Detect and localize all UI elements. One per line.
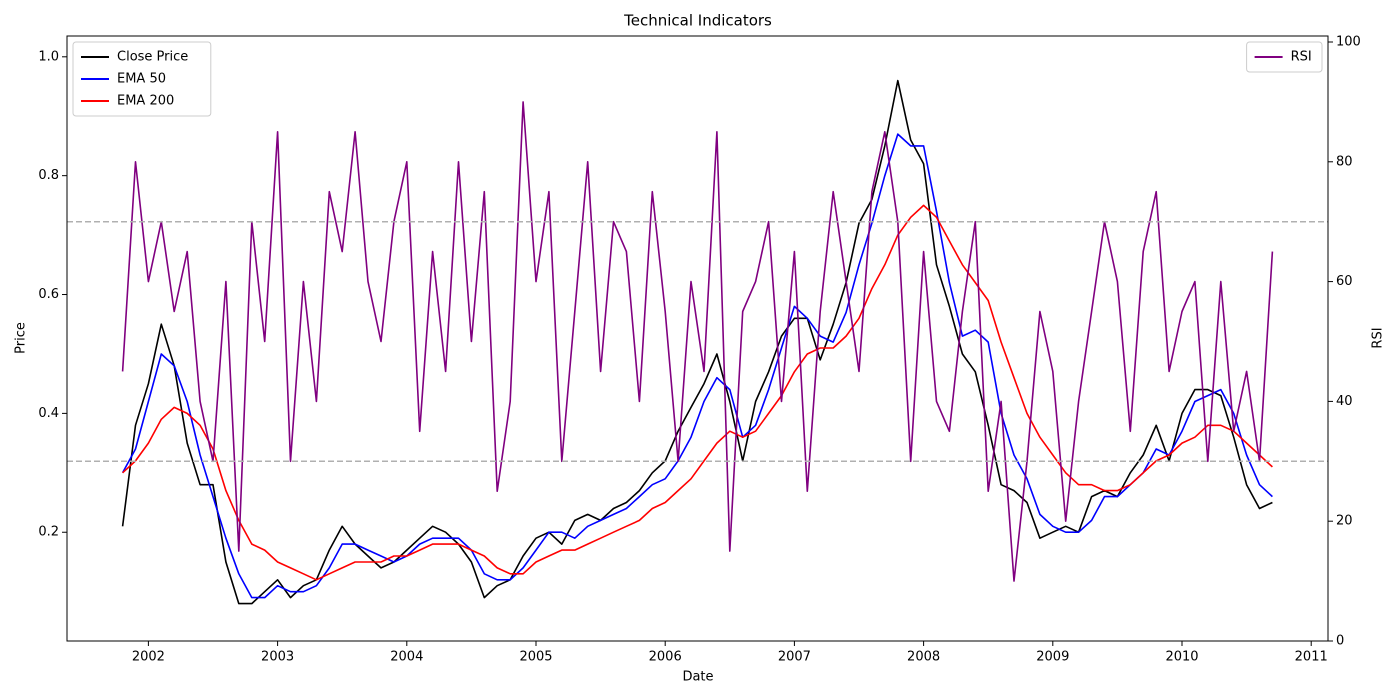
- y-axis-label: Price: [14, 322, 29, 354]
- x-tick-label: 2011: [1295, 650, 1328, 665]
- y2-tick-label: 40: [1336, 394, 1353, 409]
- x-tick-label: 2003: [261, 650, 294, 665]
- series-line: [121, 79, 1273, 605]
- x-tick-label: 2006: [649, 650, 682, 665]
- y-tick-label: 1.0: [38, 49, 59, 64]
- legend-label: Close Price: [117, 50, 188, 65]
- y2-tick-label: 0: [1336, 634, 1344, 649]
- legend-label: EMA 50: [117, 72, 166, 87]
- x-tick-label: 2007: [778, 650, 811, 665]
- chart-title: Technical Indicators: [623, 12, 772, 30]
- legend-label: RSI: [1291, 50, 1312, 65]
- y2-tick-label: 60: [1336, 274, 1353, 289]
- legend-label: EMA 200: [117, 94, 174, 109]
- x-tick-label: 2004: [390, 650, 423, 665]
- x-axis-label: Date: [682, 670, 713, 685]
- x-tick-label: 2002: [132, 650, 165, 665]
- y2-tick-label: 100: [1336, 34, 1361, 49]
- series-line: [122, 204, 1273, 581]
- x-tick-label: 2008: [907, 650, 940, 665]
- y-tick-label: 0.8: [38, 168, 59, 183]
- y-tick-label: 0.4: [38, 406, 59, 421]
- plot-frame: [66, 35, 1329, 642]
- legend-box: [1246, 41, 1323, 73]
- y-tick-label: 0.2: [38, 525, 59, 540]
- series-line: [121, 133, 1273, 599]
- y2-axis-label: RSI: [1371, 327, 1386, 348]
- x-tick-label: 2010: [1165, 650, 1198, 665]
- y2-tick-label: 80: [1336, 154, 1353, 169]
- legend-box: [72, 41, 212, 117]
- y2-tick-label: 20: [1336, 514, 1353, 529]
- x-tick-label: 2005: [519, 650, 552, 665]
- series-line: [121, 101, 1274, 582]
- x-tick-label: 2009: [1036, 650, 1069, 665]
- y-tick-label: 0.6: [38, 287, 59, 302]
